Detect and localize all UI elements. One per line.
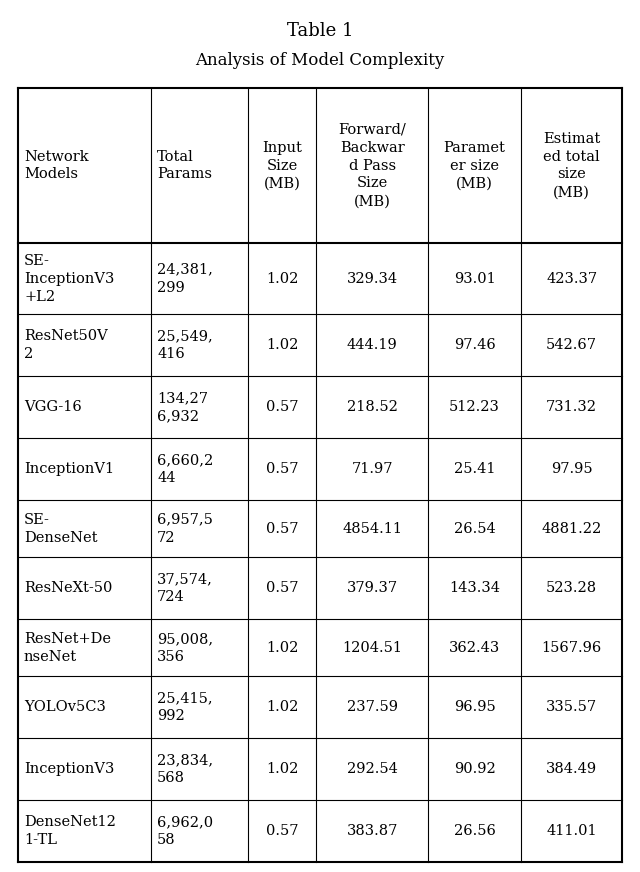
Text: 383.87: 383.87 (346, 824, 398, 838)
Text: Analysis of Model Complexity: Analysis of Model Complexity (195, 52, 445, 69)
Text: 411.01: 411.01 (547, 824, 597, 838)
Text: SE-
DenseNet: SE- DenseNet (24, 513, 97, 545)
Text: 4854.11: 4854.11 (342, 521, 402, 535)
Text: 6,962,0
58: 6,962,0 58 (157, 815, 213, 847)
Text: 97.46: 97.46 (454, 338, 495, 352)
Text: 444.19: 444.19 (347, 338, 397, 352)
Text: Network
Models: Network Models (24, 150, 88, 181)
Text: 362.43: 362.43 (449, 641, 500, 655)
Text: 0.57: 0.57 (266, 582, 298, 596)
Text: 96.95: 96.95 (454, 700, 495, 714)
Text: Forward/
Backwar
d Pass
Size
(MB): Forward/ Backwar d Pass Size (MB) (339, 123, 406, 208)
Text: 335.57: 335.57 (546, 700, 597, 714)
Text: 25,549,
416: 25,549, 416 (157, 330, 212, 361)
Text: 143.34: 143.34 (449, 582, 500, 596)
Text: 25.41: 25.41 (454, 462, 495, 476)
Text: InceptionV1: InceptionV1 (24, 462, 114, 476)
Text: YOLOv5C3: YOLOv5C3 (24, 700, 106, 714)
Text: 24,381,
299: 24,381, 299 (157, 262, 213, 295)
Text: 26.54: 26.54 (454, 521, 495, 535)
Text: 237.59: 237.59 (347, 700, 397, 714)
Text: 0.57: 0.57 (266, 521, 298, 535)
Text: 292.54: 292.54 (347, 762, 397, 776)
Text: 379.37: 379.37 (347, 582, 397, 596)
Text: 384.49: 384.49 (546, 762, 597, 776)
Text: 26.56: 26.56 (454, 824, 495, 838)
Text: Table 1: Table 1 (287, 22, 353, 40)
Text: 25,415,
992: 25,415, 992 (157, 691, 212, 723)
Text: ResNet50V
2: ResNet50V 2 (24, 330, 108, 361)
Text: 329.34: 329.34 (347, 272, 397, 286)
Text: 90.92: 90.92 (454, 762, 495, 776)
Text: 71.97: 71.97 (351, 462, 393, 476)
Text: 37,574,
724: 37,574, 724 (157, 572, 213, 604)
Text: 512.23: 512.23 (449, 400, 500, 414)
Text: 6,660,2
44: 6,660,2 44 (157, 453, 213, 485)
Text: Estimat
ed total
size
(MB): Estimat ed total size (MB) (543, 132, 600, 200)
Text: 97.95: 97.95 (551, 462, 593, 476)
Text: 4881.22: 4881.22 (541, 521, 602, 535)
Text: 0.57: 0.57 (266, 462, 298, 476)
Text: 95,008,
356: 95,008, 356 (157, 632, 213, 664)
Text: 23,834,
568: 23,834, 568 (157, 753, 213, 785)
Text: ResNet+De
nseNet: ResNet+De nseNet (24, 632, 111, 664)
Text: 6,957,5
72: 6,957,5 72 (157, 513, 213, 545)
Text: 1.02: 1.02 (266, 338, 298, 352)
Text: 423.37: 423.37 (546, 272, 597, 286)
Text: ResNeXt-50: ResNeXt-50 (24, 582, 113, 596)
Text: InceptionV3: InceptionV3 (24, 762, 115, 776)
Text: 542.67: 542.67 (546, 338, 597, 352)
Text: 1.02: 1.02 (266, 641, 298, 655)
Text: Input
Size
(MB): Input Size (MB) (262, 140, 302, 190)
Text: 1.02: 1.02 (266, 272, 298, 286)
Text: 1.02: 1.02 (266, 700, 298, 714)
Text: 1204.51: 1204.51 (342, 641, 402, 655)
Text: 731.32: 731.32 (546, 400, 597, 414)
Text: Paramet
er size
(MB): Paramet er size (MB) (444, 140, 506, 190)
Text: 523.28: 523.28 (546, 582, 597, 596)
Text: 93.01: 93.01 (454, 272, 495, 286)
Text: 134,27
6,932: 134,27 6,932 (157, 392, 208, 423)
Text: DenseNet12
1-TL: DenseNet12 1-TL (24, 815, 116, 847)
Text: VGG-16: VGG-16 (24, 400, 82, 414)
Text: 218.52: 218.52 (347, 400, 397, 414)
Text: SE-
InceptionV3
+L2: SE- InceptionV3 +L2 (24, 254, 115, 303)
Text: 1.02: 1.02 (266, 762, 298, 776)
Text: 0.57: 0.57 (266, 824, 298, 838)
Text: 1567.96: 1567.96 (541, 641, 602, 655)
Text: 0.57: 0.57 (266, 400, 298, 414)
Text: Total
Params: Total Params (157, 150, 212, 181)
